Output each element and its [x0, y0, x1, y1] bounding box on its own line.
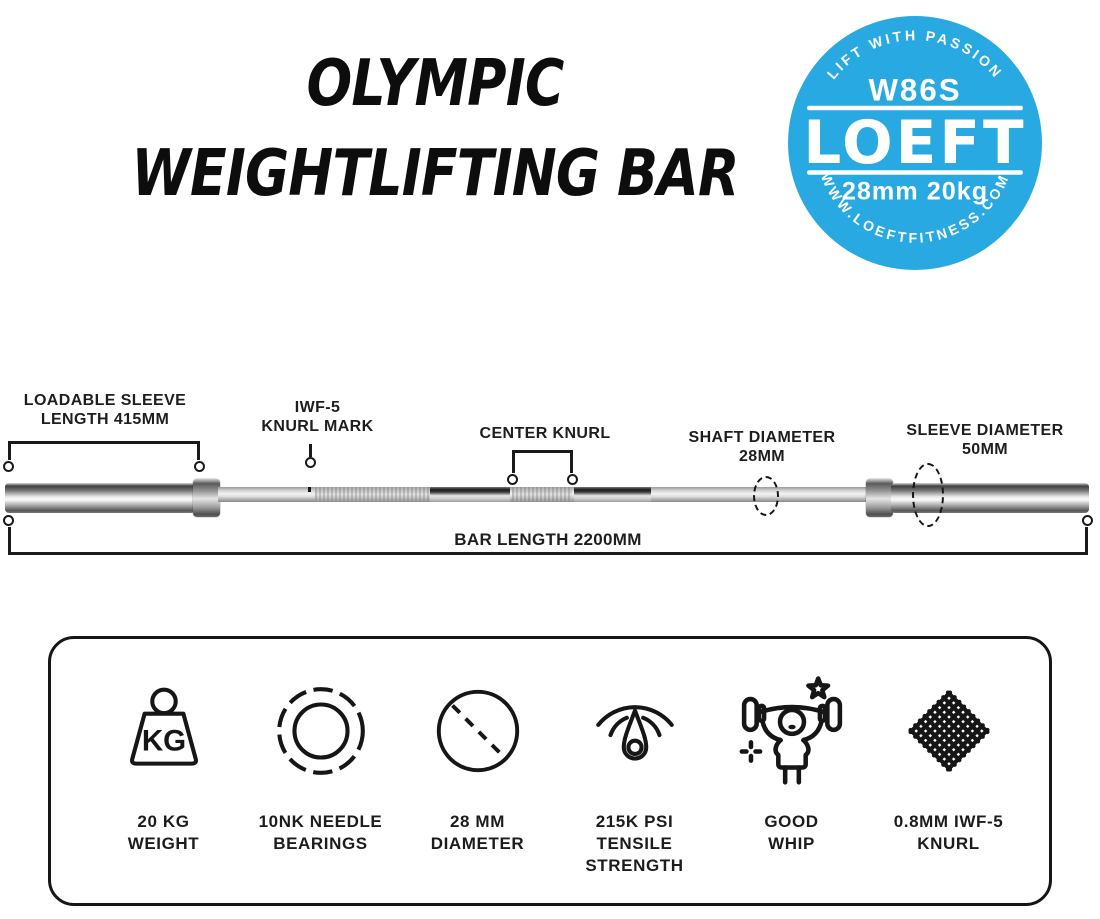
title-line-2: WEIGHTLIFTING BAR: [131, 137, 739, 211]
badge-brand-text: LOEFT: [803, 109, 1026, 178]
pointer-dot: [305, 457, 316, 468]
feature-weight: KG 20 KG WEIGHT: [85, 665, 242, 877]
badge-model-text: W86S: [868, 73, 961, 108]
feature-diameter: 28 MM DIAMETER: [399, 665, 556, 877]
badge-circle: [788, 16, 1042, 270]
bracket-dot: [3, 515, 14, 526]
feature-label: 28 MM DIAMETER: [430, 812, 525, 854]
feature-bearings: 10NK NEEDLE BEARINGS: [242, 665, 399, 877]
bracket-dot: [3, 461, 14, 472]
knurl-mark-pointer: [305, 444, 316, 468]
barbell-center-knurl: [512, 487, 572, 502]
bracket-dot: [194, 461, 205, 472]
knurl-pattern-icon: [907, 690, 990, 772]
sleeve-diameter-ellipse: [912, 463, 944, 527]
bracket-dot: [507, 474, 518, 485]
features-box: KG 20 KG WEIGHT 10NK NEEDLE BEARINGS: [48, 636, 1052, 906]
feature-label: 20 KG WEIGHT: [127, 812, 200, 854]
loadable-sleeve-label: LOADABLE SLEEVE LENGTH 415MM: [23, 392, 187, 428]
brand-badge: LIFT WITH PASSION W86S LOEFT 28mm 20kg W…: [788, 16, 1042, 270]
feature-whip: GOOD WHIP: [713, 665, 870, 877]
barbell-left-collar: [193, 479, 220, 517]
center-knurl-bracket: [507, 450, 578, 485]
lifter-icon: [739, 676, 842, 785]
barbell-left-sleeve: [5, 483, 195, 513]
badge-divider-top: [807, 105, 1023, 111]
shaft-diameter-ellipse: [753, 476, 779, 516]
center-knurl-label: CENTER KNURL: [479, 425, 611, 442]
kg-weight-icon: KG: [129, 687, 198, 766]
bar-length-label: BAR LENGTH 2200MM: [454, 530, 642, 549]
shaft-diameter-label: SHAFT DIAMETER 28MM: [688, 429, 836, 465]
features-row: KG 20 KG WEIGHT 10NK NEEDLE BEARINGS: [51, 639, 1049, 877]
page-title: OLYMPIC WEIGHTLIFTING BAR: [55, 52, 815, 206]
feature-knurl: 0.8MM IWF-5 KNURL: [870, 665, 1027, 877]
bracket-dot: [1082, 515, 1093, 526]
badge-divider-bottom: [807, 170, 1023, 175]
svg-text:KG: KG: [141, 724, 185, 757]
tensile-strength-icon: [595, 705, 674, 761]
diameter-icon: [436, 689, 519, 773]
barbell-knurl-left: [315, 487, 430, 502]
knurl-mark-label: IWF-5 KNURL MARK: [261, 399, 374, 435]
needle-bearings-icon: [276, 687, 365, 775]
badge-spec-text: 28mm 20kg: [842, 177, 988, 205]
barbell-smooth-dark: [430, 487, 510, 502]
barbell-right-collar: [866, 479, 893, 517]
loadable-sleeve-bracket: [3, 441, 205, 472]
sleeve-diameter-label: SLEEVE DIAMETER 50MM: [906, 422, 1064, 458]
title-line-1: OLYMPIC: [306, 47, 565, 121]
feature-label: 0.8MM IWF-5 KNURL: [893, 812, 1004, 854]
barbell-smooth-dark: [574, 487, 651, 502]
feature-label: 215K PSI TENSILE STRENGTH: [585, 812, 684, 876]
feature-tensile: 215K PSI TENSILE STRENGTH: [556, 665, 713, 877]
bar-length-bracket: BAR LENGTH 2200MM: [3, 515, 1093, 555]
bracket-dot: [567, 474, 578, 485]
iwf-knurl-mark: [308, 487, 311, 492]
feature-label: 10NK NEEDLE BEARINGS: [258, 812, 383, 854]
feature-label: GOOD WHIP: [764, 812, 819, 854]
